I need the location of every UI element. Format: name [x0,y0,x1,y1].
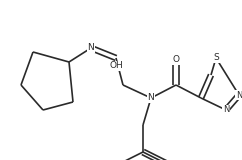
Text: S: S [213,53,219,63]
Text: O: O [173,56,180,64]
Text: N: N [236,91,242,100]
Text: N: N [88,44,94,52]
Text: OH: OH [109,61,123,71]
Text: N: N [223,105,229,115]
Text: N: N [148,93,154,103]
